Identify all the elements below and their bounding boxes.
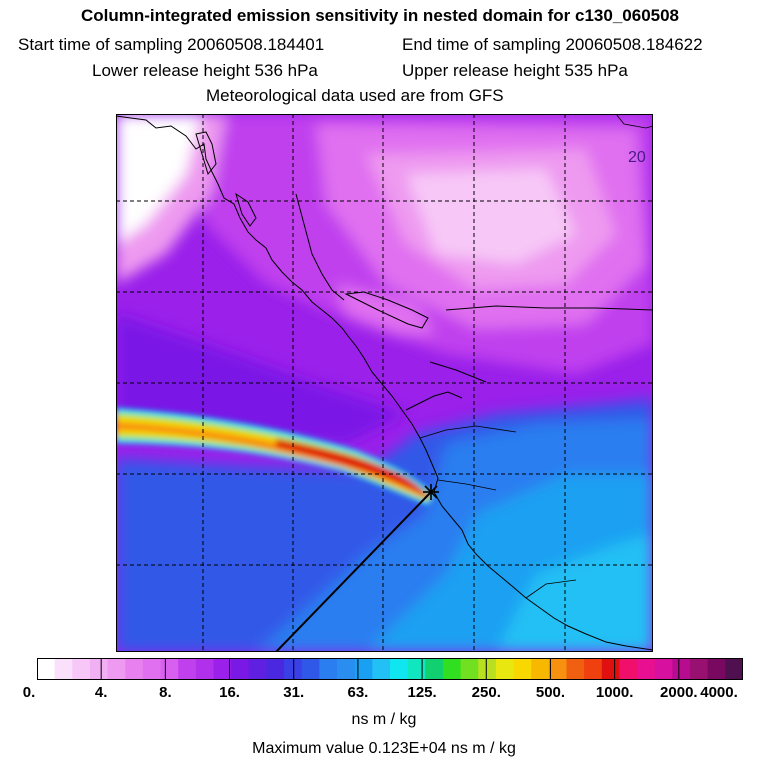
colorbar-cell (248, 658, 268, 680)
colorbar-cell (619, 658, 638, 680)
colorbar-cell (390, 658, 409, 680)
colorbar-tick-label: 4000. (700, 684, 738, 701)
colorbar-units: ns m / kg (351, 711, 417, 728)
field-coast-pink (336, 284, 436, 334)
colorbar-cell (407, 658, 426, 680)
colorbar-tick-label: 2000. (660, 684, 698, 701)
colorbar-cell (301, 658, 320, 680)
field-nw-white (116, 114, 201, 244)
colorbar-cell (284, 658, 303, 680)
sensitivity-map: 20 (116, 114, 653, 652)
colorbar-cell (37, 658, 56, 680)
coastline-caribbean (295, 193, 653, 411)
colorbar-cell (601, 658, 621, 680)
colorbar-tick-label: 31. (283, 684, 305, 701)
field-upper-lightpink (406, 169, 576, 264)
sampling-end-time: End time of sampling 20060508.184622 (402, 35, 703, 54)
colorbar-cell (231, 658, 250, 680)
flight-track-line (275, 491, 432, 652)
colorbar-cell (142, 658, 162, 680)
colorbar-cell (319, 658, 338, 680)
colorbar-tick-label: 63. (347, 684, 369, 701)
figure-title: Column-integrated emission sensitivity i… (80, 6, 680, 25)
colorbar-tick-label: 1000. (595, 684, 634, 701)
colorbar (37, 658, 743, 680)
colorbar-cell (584, 658, 603, 680)
sampling-start-time: Start time of sampling 20060508.184401 (18, 35, 325, 54)
colorbar-cell (566, 658, 585, 680)
colorbar-tick-label: 125. (407, 684, 437, 701)
colorbar-cell (690, 658, 709, 680)
colorbar-cell (548, 658, 568, 680)
colorbar-frame (37, 658, 743, 680)
coastline (116, 115, 653, 651)
maximum-value: Maximum value 0.123E+04 ns m / kg (252, 740, 516, 757)
lower-release-height: Lower release height 536 hPa (92, 61, 318, 80)
colorbar-cell (442, 658, 462, 680)
colorbar-cell (495, 658, 515, 680)
field-lower-lightsky (496, 534, 653, 652)
gridlines (116, 114, 653, 652)
colorbar-cell (213, 658, 232, 680)
colorbar-cell (707, 658, 726, 680)
colorbar-cell (72, 658, 91, 680)
colorbar-cell (672, 658, 691, 680)
colorbar-cell (372, 658, 391, 680)
plume-yellow (116, 417, 431, 500)
colorbar-tick-label: 4. (94, 684, 108, 701)
colorbar-cell (478, 658, 497, 680)
colorbar-cell (513, 658, 532, 680)
colorbar-cell (125, 658, 144, 680)
release-point-marker (423, 484, 439, 500)
colorbar-cell (637, 658, 656, 680)
colorbar-cell (654, 658, 673, 680)
map-frame (116, 114, 653, 652)
latitude-label: 20 (628, 149, 646, 166)
colorbar-cell (460, 658, 479, 680)
colorbar-cell (354, 658, 373, 680)
colorbar-cell (89, 658, 109, 680)
upper-release-height: Upper release height 535 hPa (402, 61, 628, 80)
colorbar-tick-label: 8. (159, 684, 172, 701)
meteorological-data-source: Meteorological data used are from GFS (206, 86, 504, 105)
colorbar-cell (425, 658, 444, 680)
colorbar-cell (725, 658, 743, 680)
colorbar-cell (160, 658, 179, 680)
colorbar-cell (266, 658, 285, 680)
colorbar-tick-label: 0. (22, 684, 36, 701)
colorbar-cell (107, 658, 126, 680)
colorbar-tick-label: 500. (535, 684, 566, 701)
colorbar-tick-label: 250. (471, 684, 501, 701)
plume-core (116, 422, 430, 499)
field-central-purple (116, 314, 406, 444)
colorbar-cell (54, 658, 73, 680)
colorbar-cell (337, 658, 356, 680)
colorbar-cell (178, 658, 197, 680)
plume-max (276, 439, 429, 498)
colorbar-tick-label: 16. (219, 684, 240, 701)
colorbar-cell (531, 658, 550, 680)
border-lines (419, 114, 653, 599)
colorbar-cell (195, 658, 215, 680)
